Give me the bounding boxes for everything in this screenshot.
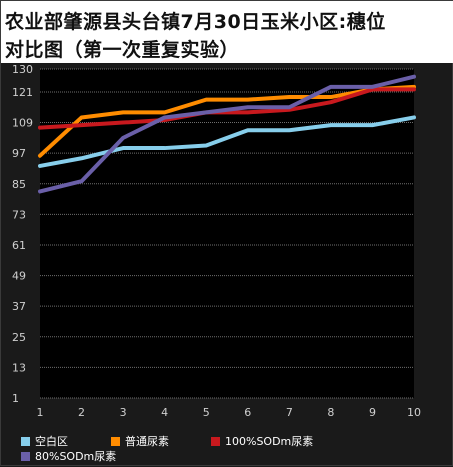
y-tick-label: 61 (12, 239, 26, 252)
x-tick-label: 1 (37, 406, 44, 419)
legend-swatch (211, 436, 220, 446)
y-tick-label: 130 (12, 63, 33, 76)
x-tick-label: 2 (78, 406, 85, 419)
legend-item: 普通尿素 (111, 433, 169, 449)
y-tick-label: 13 (12, 361, 26, 374)
y-tick-label: 25 (12, 331, 26, 344)
y-tick-label: 121 (12, 86, 33, 99)
x-tick-label: 4 (161, 406, 168, 419)
chart-title: 农业部肇源县头台镇7月30日玉米小区:穗位 对比图（第一次重复实验） (1, 1, 453, 63)
x-tick-label: 9 (369, 406, 376, 419)
legend-swatch (21, 436, 30, 446)
y-tick-label: 49 (12, 270, 26, 283)
x-tick-label: 6 (244, 406, 251, 419)
y-tick-label: 1 (12, 392, 19, 405)
y-tick-label: 109 (12, 117, 33, 130)
x-tick-label: 10 (407, 406, 421, 419)
series-line-1 (38, 115, 416, 168)
legend-label: 80%SODm尿素 (35, 450, 117, 463)
series-line-2 (38, 84, 416, 158)
x-tick-label: 3 (120, 406, 127, 419)
legend-item: 80%SODm尿素 (21, 448, 116, 464)
legend-label: 100%SODm尿素 (225, 435, 314, 448)
y-tick-label: 97 (12, 147, 26, 160)
legend-swatch (111, 436, 120, 446)
legend-item: 100%SODm尿素 (211, 433, 313, 449)
x-tick-label: 8 (327, 406, 334, 419)
series-line-4 (38, 74, 416, 194)
legend-label: 空白区 (35, 435, 68, 448)
legend-label: 普通尿素 (125, 435, 169, 448)
x-tick-label: 5 (203, 406, 210, 419)
y-tick-label: 37 (12, 300, 26, 313)
series-line-3 (38, 87, 416, 130)
x-tick-label: 7 (286, 406, 293, 419)
y-tick-label: 73 (12, 208, 26, 221)
legend-item: 空白区 (21, 433, 68, 449)
title-line-2: 对比图（第一次重复实验） (5, 39, 240, 61)
legend-swatch (21, 451, 30, 461)
plot-area (40, 69, 414, 398)
title-line-1: 农业部肇源县头台镇7月30日玉米小区:穗位 (5, 11, 386, 33)
y-tick-label: 85 (12, 178, 26, 191)
